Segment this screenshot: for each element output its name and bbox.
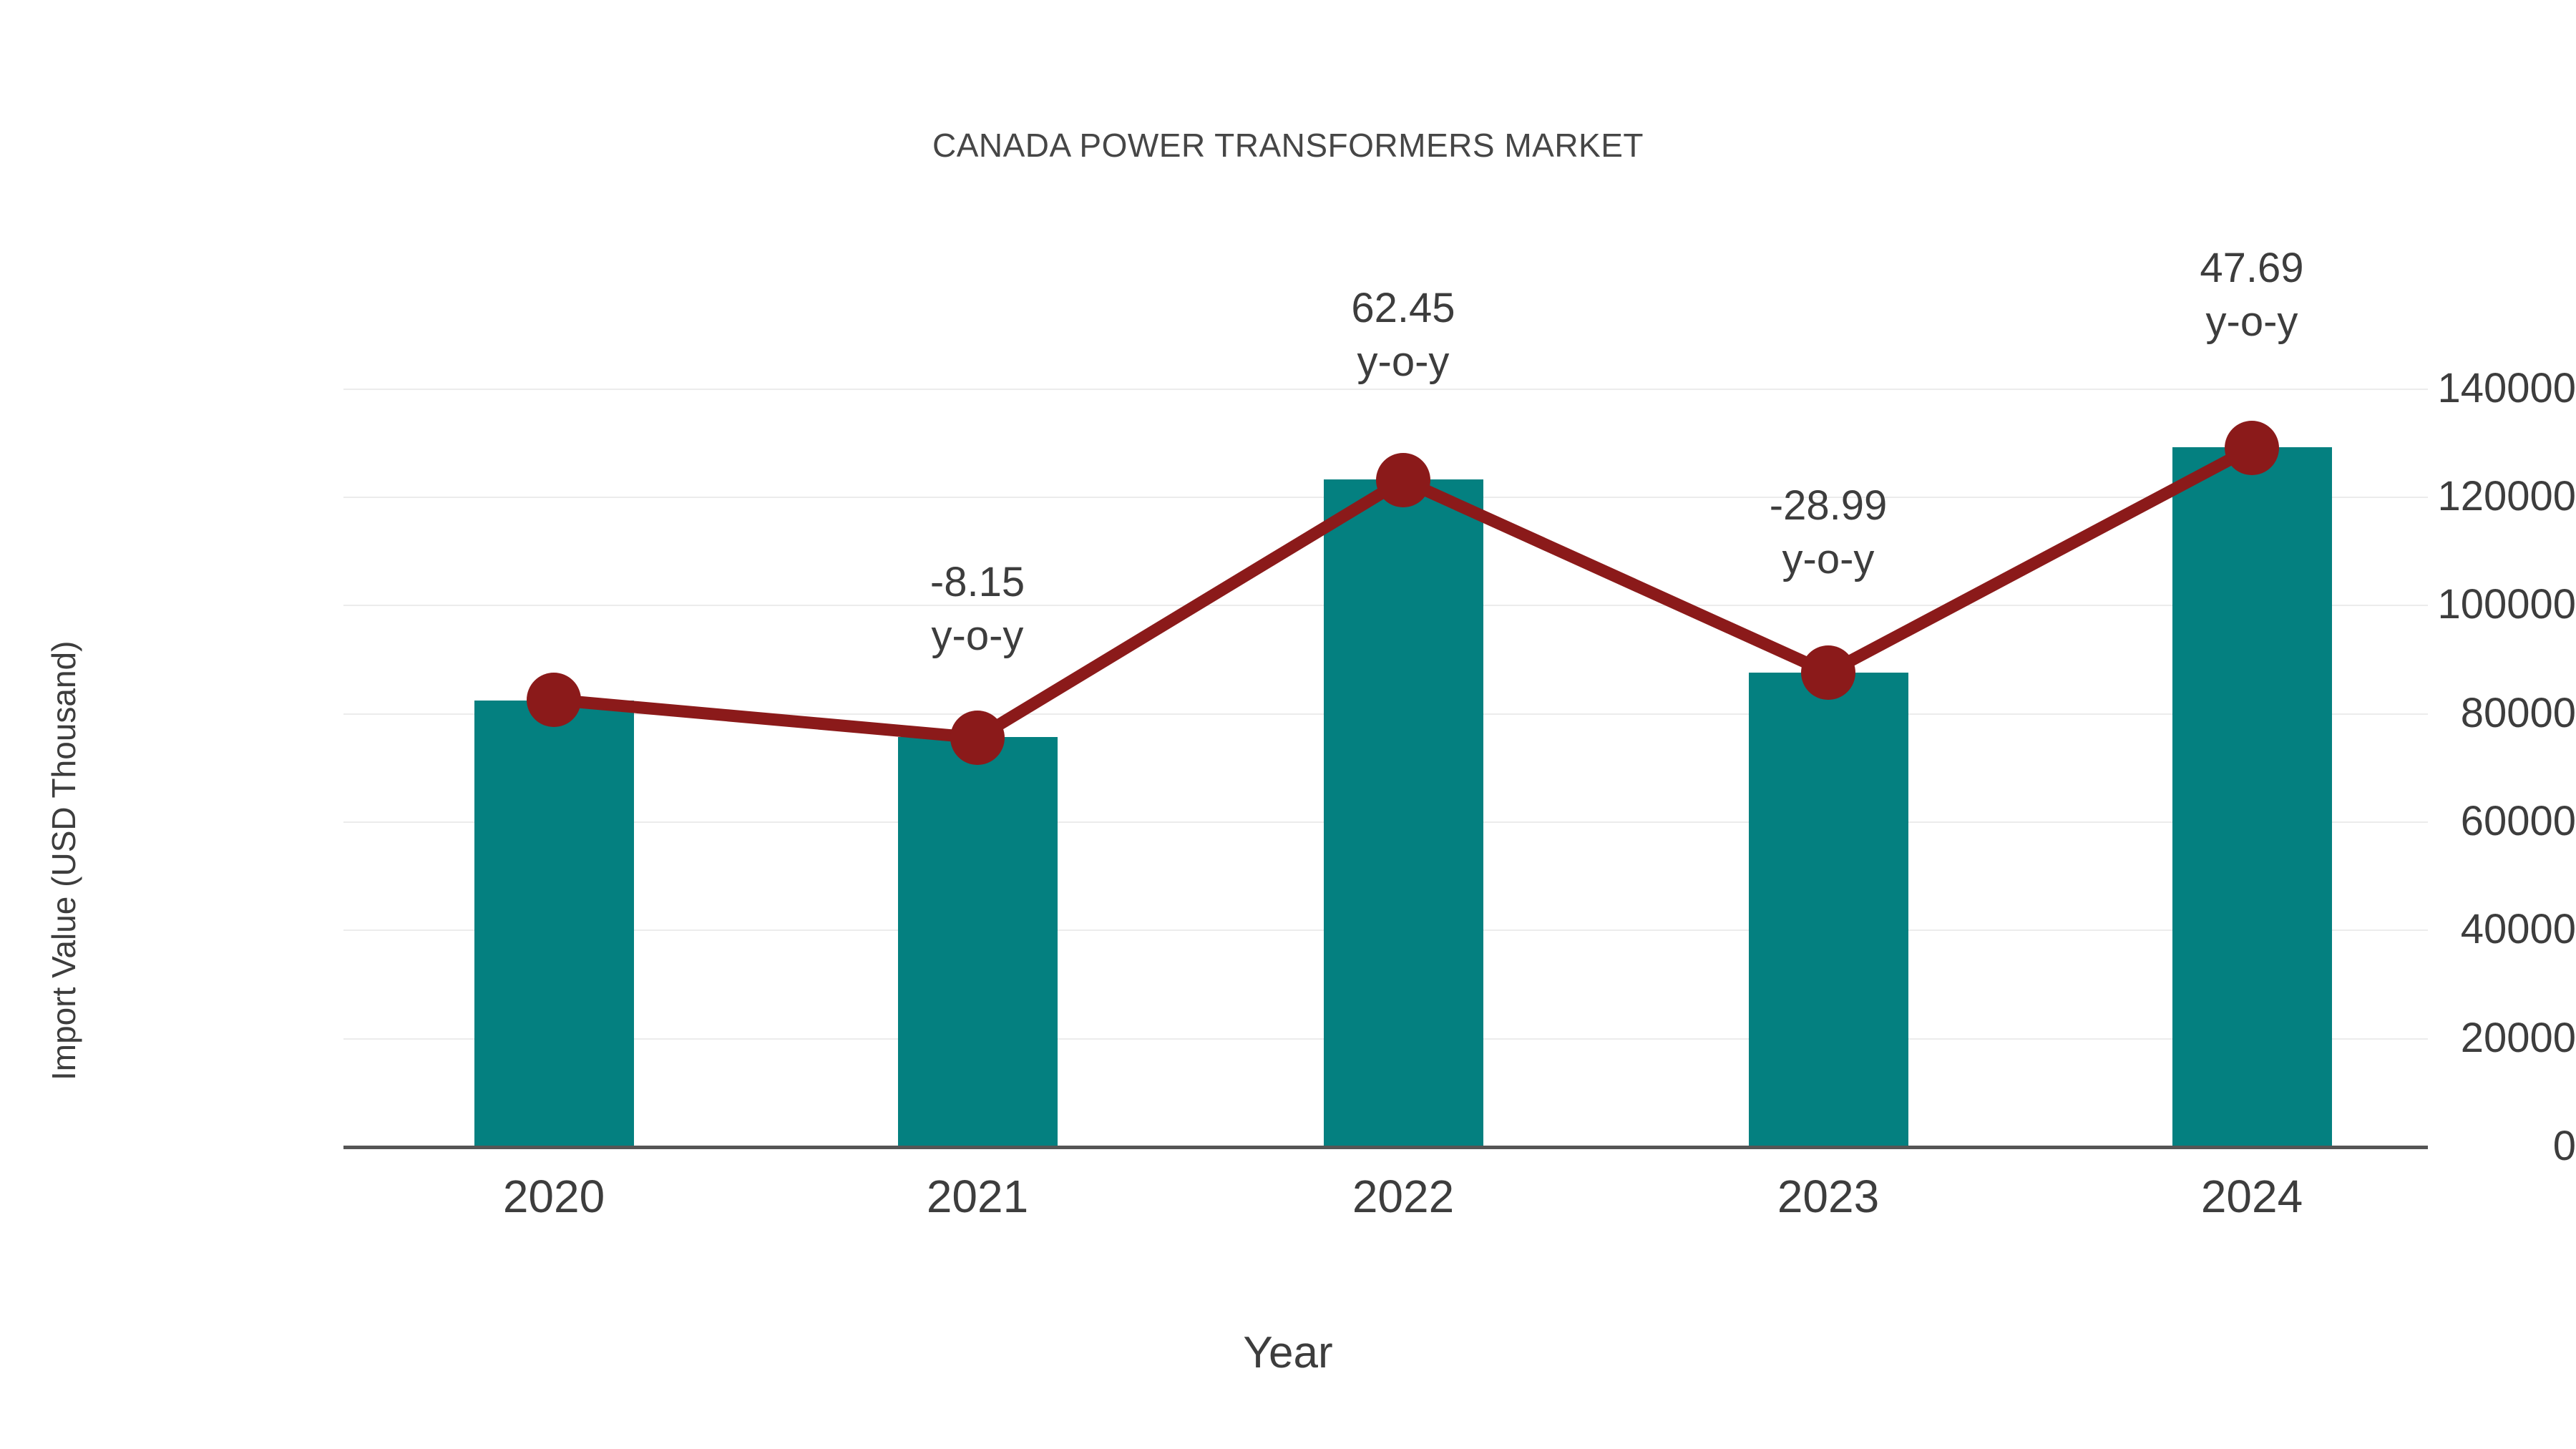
gridline-140000: [343, 389, 2428, 390]
x-axis-line: [343, 1146, 2428, 1149]
yoy-annotation-unit: y-o-y: [2205, 298, 2298, 346]
bar-2020[interactable]: [474, 701, 634, 1146]
y-tick-label: 100000: [2437, 581, 2576, 628]
y-tick-label: 20000: [2460, 1015, 2576, 1061]
x-tick-label-2022: 2022: [1352, 1171, 1455, 1222]
yoy-annotation-value: -28.99: [1769, 482, 1888, 529]
yoy-annotation-unit: y-o-y: [1357, 338, 1450, 386]
bar-2024[interactable]: [2172, 447, 2332, 1146]
y-tick-label: 80000: [2460, 690, 2576, 736]
y-tick-label: 40000: [2460, 906, 2576, 952]
bar-2022[interactable]: [1324, 479, 1483, 1146]
yoy-annotation-value: 62.45: [1351, 285, 1455, 331]
y-tick-label: 140000: [2437, 365, 2576, 411]
y-axis-title: Import Value (USD Thousand): [45, 640, 82, 1080]
yoy-annotation-2021: -8.15 y-o-y: [777, 555, 1178, 663]
x-tick-label-2020: 2020: [502, 1171, 605, 1222]
y-tick-label: 60000: [2460, 798, 2576, 844]
bar-2023[interactable]: [1749, 673, 1908, 1146]
yoy-annotation-value: 47.69: [2200, 245, 2304, 291]
y-tick-label: 0: [2552, 1123, 2576, 1169]
yoy-annotation-2024: 47.69 y-o-y: [2051, 241, 2452, 349]
yoy-annotation-2023: -28.99 y-o-y: [1628, 479, 2029, 587]
yoy-annotation-unit: y-o-y: [931, 613, 1024, 660]
yoy-annotation-unit: y-o-y: [1782, 536, 1875, 583]
x-tick-label-2024: 2024: [2200, 1171, 2303, 1222]
x-tick-label-2023: 2023: [1777, 1171, 1880, 1222]
x-tick-label-2021: 2021: [926, 1171, 1029, 1222]
bar-2021[interactable]: [898, 737, 1058, 1146]
yoy-annotation-value: -8.15: [930, 559, 1025, 605]
x-axis-title: Year: [1243, 1328, 1333, 1377]
chart-title: CANADA POWER TRANSFORMERS MARKET: [932, 127, 1644, 164]
y-tick-label: 120000: [2437, 473, 2576, 519]
yoy-annotation-2022: 62.45 y-o-y: [1203, 281, 1604, 389]
